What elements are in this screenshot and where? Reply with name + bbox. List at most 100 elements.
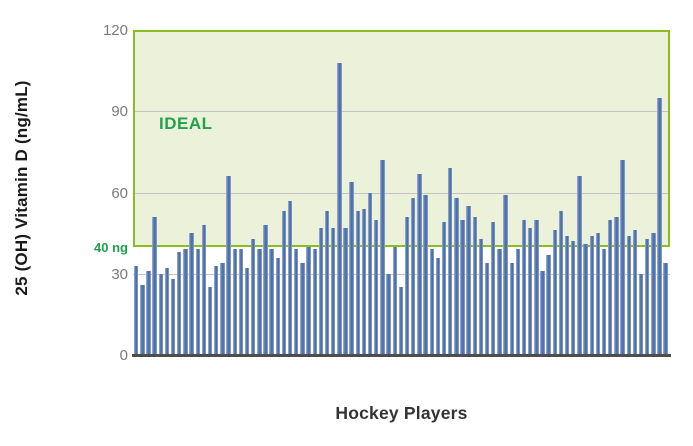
bar bbox=[300, 262, 305, 355]
bar bbox=[140, 284, 145, 355]
bar bbox=[429, 249, 434, 355]
bar bbox=[521, 219, 527, 355]
bar bbox=[552, 230, 558, 355]
y-tick-30: 30 bbox=[111, 265, 128, 283]
bar bbox=[238, 249, 244, 355]
bar bbox=[232, 249, 237, 355]
bar bbox=[355, 211, 361, 355]
bar bbox=[226, 176, 231, 355]
bar bbox=[250, 238, 256, 355]
bar bbox=[577, 176, 582, 355]
bar bbox=[281, 211, 287, 355]
bar bbox=[158, 273, 164, 355]
bar bbox=[435, 257, 441, 355]
x-axis-title: Hockey Players bbox=[335, 403, 468, 423]
bar bbox=[632, 230, 638, 355]
bar bbox=[146, 271, 151, 355]
bar bbox=[183, 249, 188, 355]
bar bbox=[367, 192, 373, 355]
x-axis-line bbox=[132, 354, 671, 357]
bar bbox=[263, 225, 268, 355]
bar bbox=[534, 219, 539, 355]
y-tick-90: 90 bbox=[111, 103, 128, 121]
bar bbox=[324, 211, 330, 355]
y-tick-60: 60 bbox=[111, 184, 128, 202]
ideal-range-border bbox=[133, 30, 670, 247]
bar bbox=[152, 216, 157, 355]
bar bbox=[484, 262, 490, 355]
bar bbox=[608, 219, 613, 355]
bar bbox=[361, 208, 367, 355]
bar bbox=[441, 222, 447, 355]
bar bbox=[595, 233, 601, 355]
bar bbox=[195, 249, 200, 355]
bar bbox=[638, 273, 644, 355]
bar bbox=[472, 216, 477, 355]
bar bbox=[497, 249, 502, 355]
bar bbox=[164, 268, 170, 355]
bar bbox=[312, 249, 317, 355]
bar bbox=[244, 268, 250, 355]
bar bbox=[318, 227, 324, 355]
bar bbox=[343, 227, 348, 355]
bar bbox=[207, 287, 213, 355]
bar bbox=[626, 235, 631, 355]
bar bbox=[134, 265, 139, 355]
bar bbox=[491, 222, 496, 355]
bar bbox=[201, 225, 207, 355]
bar bbox=[349, 181, 354, 355]
bar bbox=[644, 238, 650, 355]
bar bbox=[528, 227, 533, 355]
bar bbox=[189, 233, 194, 355]
bar bbox=[620, 160, 625, 355]
bar bbox=[331, 227, 336, 355]
bar bbox=[257, 249, 262, 355]
bar bbox=[454, 197, 459, 355]
bar bbox=[657, 97, 662, 355]
bar bbox=[663, 262, 668, 355]
bar bbox=[466, 206, 471, 355]
bar-series bbox=[134, 30, 668, 355]
y-tick-120: 120 bbox=[102, 22, 128, 39]
bar bbox=[177, 252, 182, 355]
gridline-90 bbox=[133, 111, 670, 113]
bar bbox=[386, 273, 391, 355]
bar bbox=[515, 249, 521, 355]
bar bbox=[571, 241, 576, 355]
bar bbox=[583, 243, 588, 355]
gridline-30 bbox=[133, 273, 670, 275]
y-tick-0: 0 bbox=[119, 347, 128, 364]
bar bbox=[380, 160, 385, 355]
bar bbox=[392, 246, 397, 355]
ideal-band-label: IDEAL bbox=[159, 114, 213, 133]
bar bbox=[558, 211, 564, 355]
bar bbox=[447, 168, 453, 355]
bar bbox=[337, 62, 342, 355]
plot-area: IDEAL bbox=[132, 30, 671, 357]
bar bbox=[601, 249, 607, 355]
bar bbox=[478, 238, 484, 355]
bar bbox=[214, 265, 219, 355]
bar bbox=[423, 195, 428, 355]
bar bbox=[509, 262, 514, 355]
bar bbox=[287, 200, 293, 355]
bar bbox=[411, 197, 416, 355]
bar bbox=[275, 257, 280, 355]
bar bbox=[398, 287, 404, 355]
bar bbox=[220, 262, 225, 355]
bar bbox=[589, 235, 594, 355]
bar bbox=[306, 246, 311, 355]
bar bbox=[614, 216, 619, 355]
y-axis-title: 25 (OH) Vitamin D (ng/mL) bbox=[12, 80, 31, 296]
bar bbox=[404, 216, 410, 355]
bar bbox=[417, 173, 422, 355]
bar bbox=[546, 254, 551, 355]
bar bbox=[374, 219, 379, 355]
bar bbox=[651, 233, 656, 355]
bar bbox=[269, 249, 274, 355]
bar bbox=[294, 249, 299, 355]
bar bbox=[460, 219, 465, 355]
gridline-60 bbox=[133, 192, 670, 194]
bar bbox=[503, 195, 508, 355]
threshold-label-40ng: 40 ng bbox=[94, 239, 128, 255]
